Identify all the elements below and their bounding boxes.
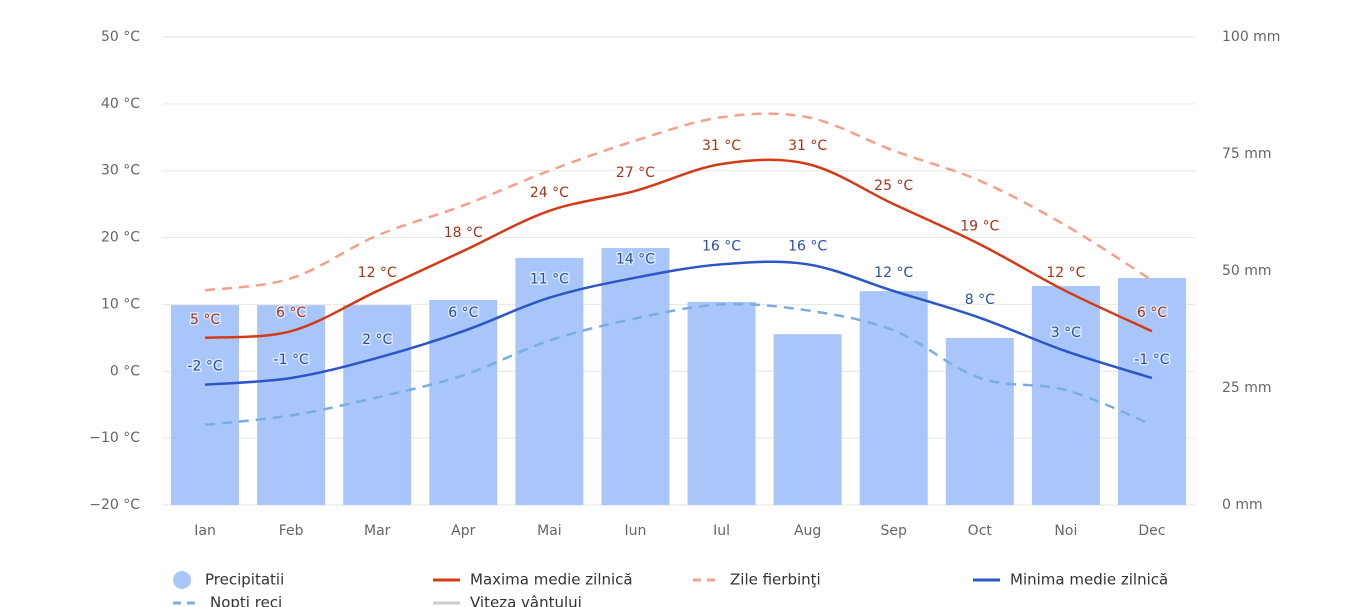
data-label: 6 °C <box>448 305 478 321</box>
line <box>204 112 1153 292</box>
y2-tick-label: 75 mm <box>1222 146 1272 162</box>
data-label: 27 °C <box>616 165 655 181</box>
data-label: 12 °C <box>1046 265 1085 281</box>
data-label: 5 °C <box>190 312 220 328</box>
data-label: 8 °C <box>965 292 995 308</box>
precipitation-bar <box>257 305 326 505</box>
x-tick-label: Mar <box>364 523 391 539</box>
x-tick-label: Noi <box>1054 523 1077 539</box>
y2-tick-label: 50 mm <box>1222 263 1272 279</box>
precipitation-bar <box>859 291 928 505</box>
y-tick-label: 30 °C <box>101 163 140 179</box>
y-tick-label: −20 °C <box>89 497 140 513</box>
x-tick-label: Ian <box>194 523 216 539</box>
data-label: 24 °C <box>530 185 569 201</box>
x-tick-label: Feb <box>279 523 304 539</box>
data-label: 14 °C <box>616 252 655 268</box>
y2-tick-label: 100 mm <box>1222 29 1280 45</box>
x-tick-label: Dec <box>1138 523 1165 539</box>
precipitation-bar <box>429 300 498 505</box>
line <box>204 260 1153 386</box>
data-label: -2 °C <box>187 359 222 375</box>
data-label: 12 °C <box>874 265 913 281</box>
precipitation-bar <box>601 248 670 505</box>
x-tick-label: Iun <box>625 523 647 539</box>
y-tick-label: 0 °C <box>110 363 140 379</box>
precipitation-bar <box>515 257 584 505</box>
y2-tick-label: 25 mm <box>1222 380 1272 396</box>
y-tick-label: 20 °C <box>101 230 140 246</box>
y-tick-label: −10 °C <box>89 430 140 446</box>
data-label: -1 °C <box>274 352 309 368</box>
legend-marker <box>173 571 191 589</box>
data-label: 6 °C <box>276 305 306 321</box>
data-label: 11 °C <box>530 272 569 288</box>
data-label: 25 °C <box>874 178 913 194</box>
y-tick-label: 40 °C <box>101 96 140 112</box>
precipitation-bar <box>1031 285 1100 505</box>
x-tick-label: Mai <box>537 523 562 539</box>
data-label: 18 °C <box>444 225 483 241</box>
x-tick-label: Iul <box>713 523 730 539</box>
data-label: 19 °C <box>960 218 999 234</box>
data-label: 2 °C <box>362 332 392 348</box>
precipitation-bar <box>171 305 240 505</box>
data-label: 6 °C <box>1137 305 1167 321</box>
legend-label: Viteza vântului <box>470 594 582 607</box>
y-tick-label: 10 °C <box>101 296 140 312</box>
data-label: 16 °C <box>788 238 827 254</box>
y-tick-label: 50 °C <box>101 29 140 45</box>
legend-label: Precipitatii <box>205 571 284 589</box>
x-tick-label: Oct <box>968 523 993 539</box>
data-label: 12 °C <box>358 265 397 281</box>
data-label: 31 °C <box>788 138 827 154</box>
precipitation-bar <box>343 305 412 505</box>
y2-tick-label: 0 mm <box>1222 497 1263 513</box>
data-label: 31 °C <box>702 138 741 154</box>
line <box>204 302 1153 427</box>
line <box>204 158 1153 340</box>
x-tick-label: Aug <box>794 523 821 539</box>
data-label: -1 °C <box>1134 352 1169 368</box>
precipitation-bar <box>773 334 842 505</box>
legend-label: Zile fierbinţi <box>730 571 821 589</box>
data-label: 16 °C <box>702 238 741 254</box>
precipitation-bar <box>1117 278 1186 505</box>
x-tick-label: Sep <box>881 523 908 539</box>
x-tick-label: Apr <box>451 523 475 539</box>
legend-label: Maxima medie zilnică <box>470 571 633 589</box>
data-label: 3 °C <box>1051 325 1081 341</box>
legend-label: Nopti reci <box>210 594 282 607</box>
precipitation-bar <box>945 337 1014 505</box>
precipitation-bar <box>687 301 756 505</box>
legend-label: Minima medie zilnică <box>1010 571 1168 589</box>
